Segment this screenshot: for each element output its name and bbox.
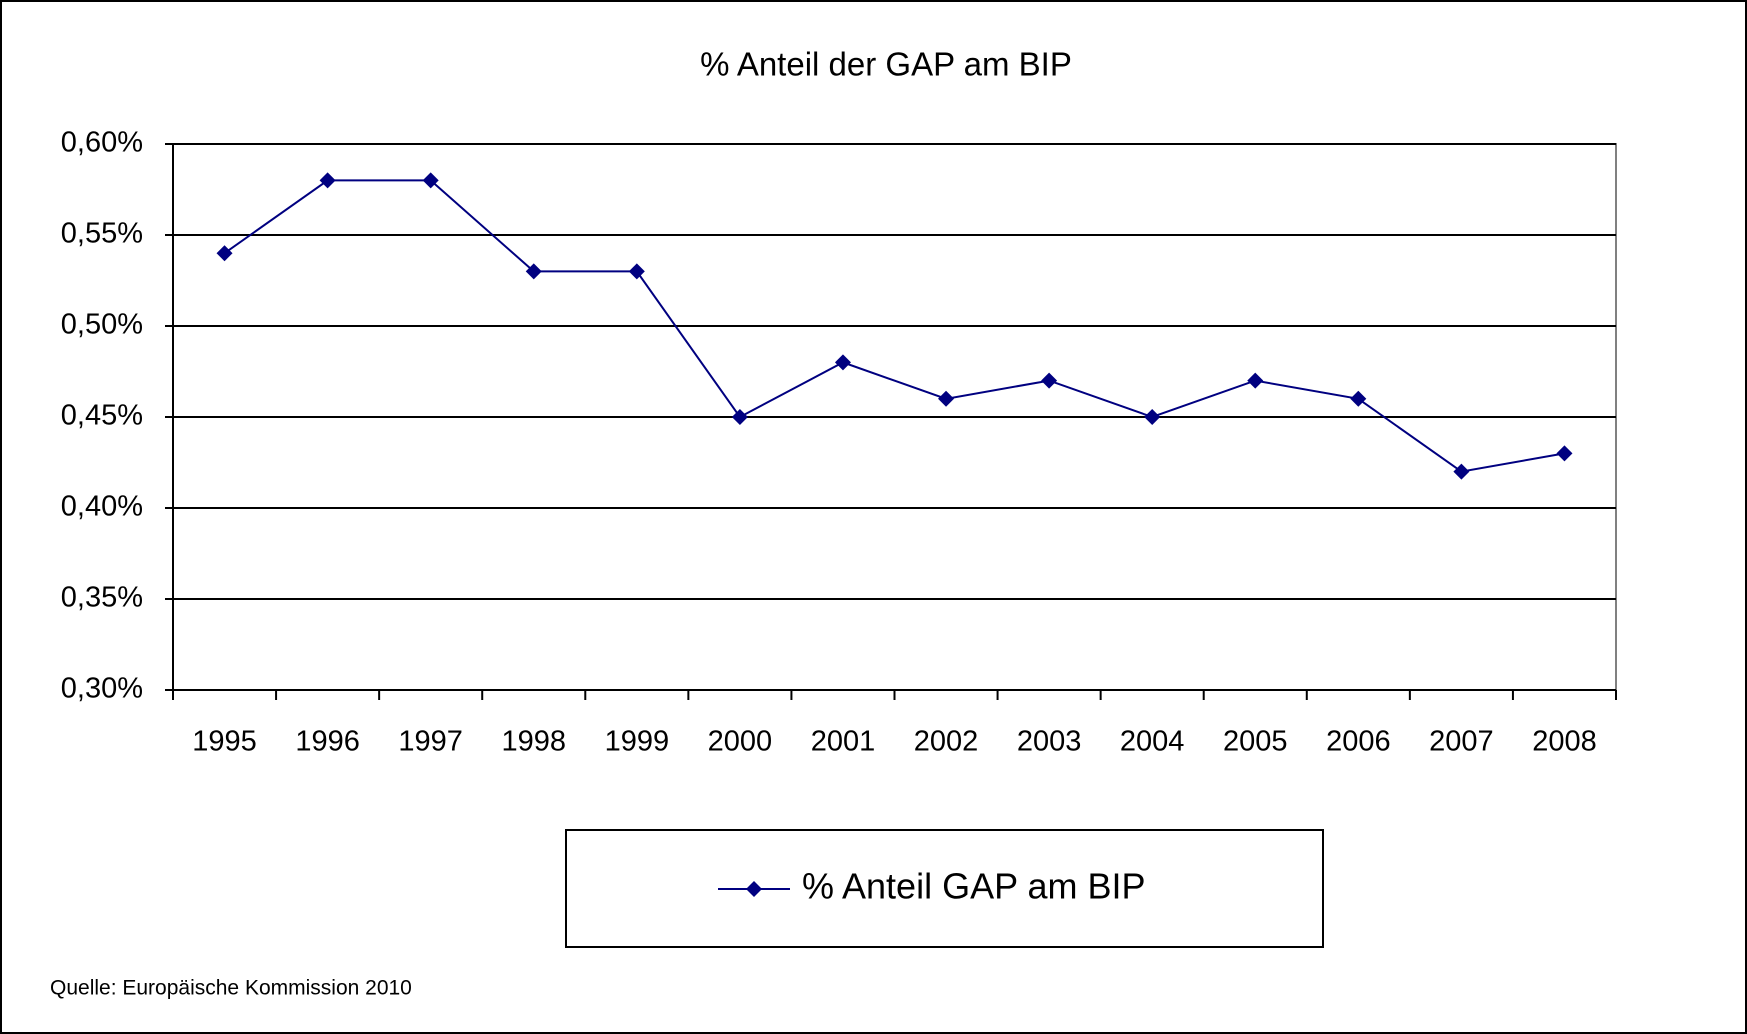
y-tick-label: 0,50% [61,309,143,341]
data-point [1041,372,1058,389]
x-tick-label: 2001 [811,726,876,758]
x-tick-label: 2000 [708,726,773,758]
data-point [1247,372,1264,389]
data-point [525,263,542,280]
x-tick-label: 2008 [1532,726,1597,758]
x-tick-label: 2005 [1223,726,1288,758]
data-point [422,172,439,189]
data-point [319,172,336,189]
x-tick-label: 1996 [295,726,360,758]
source-note: Quelle: Europäische Kommission 2010 [50,977,412,1000]
chart-title: % Anteil der GAP am BIP [700,46,1072,83]
data-point [834,354,851,371]
data-point [1556,445,1573,462]
x-tick-label: 2007 [1429,726,1494,758]
data-point [628,263,645,280]
data-point [938,390,955,407]
data-point [1453,463,1470,480]
x-tick-label: 1997 [398,726,463,758]
x-tick-label: 2006 [1326,726,1391,758]
legend-box [565,829,1324,948]
legend-marker [746,881,762,897]
y-tick-label: 0,55% [61,218,143,250]
y-tick-label: 0,35% [61,582,143,614]
data-point [1350,390,1367,407]
y-tick-label: 0,30% [61,673,143,705]
y-tick-label: 0,40% [61,491,143,523]
x-tick-label: 1998 [501,726,566,758]
data-point [216,245,233,262]
data-point [731,409,748,425]
y-tick-label: 0,45% [61,400,143,432]
x-tick-label: 2002 [914,726,979,758]
x-tick-label: 1995 [192,726,257,758]
x-tick-label: 2004 [1120,726,1185,758]
y-tick-label: 0,60% [61,127,143,159]
legend-label: % Anteil GAP am BIP [802,866,1146,907]
x-tick-label: 1999 [605,726,670,758]
x-tick-label: 2003 [1017,726,1082,758]
data-point [1144,409,1161,425]
series-line [223,179,1565,473]
